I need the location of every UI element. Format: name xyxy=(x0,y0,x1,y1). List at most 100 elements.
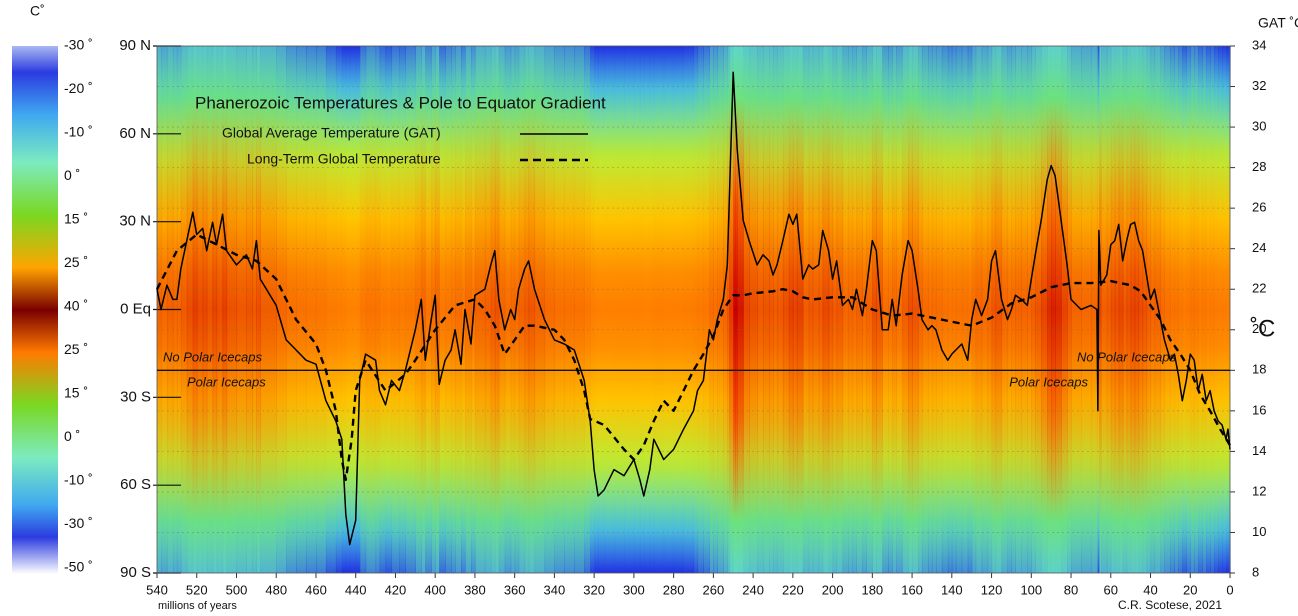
x-tick-label: 80 xyxy=(1064,582,1078,597)
heat-column-cold xyxy=(490,46,496,573)
annotation: No Polar Icecaps xyxy=(1077,350,1176,365)
heat-column-cold xyxy=(792,46,798,573)
heat-column-cold xyxy=(763,46,770,573)
heat-column-cold xyxy=(941,46,949,573)
y2-tick-label: 26 xyxy=(1252,200,1266,215)
heat-column-cold xyxy=(1186,46,1191,573)
heat-column-cold xyxy=(375,46,381,573)
heat-column-cold xyxy=(633,46,641,573)
heat-column-cold xyxy=(981,46,989,573)
heat-column-cold xyxy=(1138,46,1144,573)
x-tick-label: 480 xyxy=(265,582,287,597)
heat-column-cold xyxy=(663,46,675,573)
heat-column-cold xyxy=(186,46,194,573)
heat-column-cold xyxy=(614,46,625,573)
series-line xyxy=(156,71,1231,546)
heat-column-cold xyxy=(445,46,452,573)
heat-column-cold xyxy=(1071,46,1082,573)
annotation: Polar Icecaps xyxy=(1009,375,1088,390)
heat-column-cold xyxy=(931,46,937,573)
heat-column-cold xyxy=(737,46,744,573)
heat-column-cold xyxy=(455,46,462,573)
y-tick-label: 90 S xyxy=(120,564,151,581)
heat-column-cold xyxy=(256,46,261,573)
heat-column-cold xyxy=(528,46,536,573)
heat-column-cold xyxy=(325,46,337,573)
heat-column-cold xyxy=(1051,46,1056,573)
heat-column-cold xyxy=(882,46,889,573)
heat-column-cold xyxy=(252,46,257,573)
heat-column-cold xyxy=(1106,46,1112,573)
x-tick-label: 180 xyxy=(861,582,883,597)
heat-column-cold xyxy=(349,46,357,573)
x-tick-label: 0 xyxy=(1226,582,1233,597)
heat-column-cold xyxy=(1202,46,1207,573)
x-tick-label: 440 xyxy=(345,582,367,597)
heat-column-cold xyxy=(1134,46,1140,573)
heat-column-cold xyxy=(836,46,844,573)
heat-column-cold xyxy=(955,46,963,573)
heat-column-cold xyxy=(604,46,615,573)
heat-column-cold xyxy=(1142,46,1148,573)
heat-column-cold xyxy=(494,46,500,573)
heat-column-cold xyxy=(922,46,929,573)
heat-column-cold xyxy=(1027,46,1032,573)
heat-column-cold xyxy=(649,46,655,573)
heat-column-cold xyxy=(474,46,486,573)
heat-column-cold xyxy=(1080,46,1092,573)
x-tick-label: 300 xyxy=(623,582,645,597)
heat-column-cold xyxy=(727,46,730,573)
y2-axis-label: GAT ˚C xyxy=(1258,15,1298,31)
heat-column-cold xyxy=(643,46,651,573)
heat-column-cold xyxy=(1100,46,1108,573)
heat-column-cold xyxy=(196,46,204,573)
heat-column-cold xyxy=(498,46,506,573)
x-tick-label: 420 xyxy=(385,582,407,597)
heat-column-cold xyxy=(1090,46,1098,573)
heat-column-cold xyxy=(782,46,790,573)
heat-column-cold xyxy=(693,46,699,573)
heat-column-cold xyxy=(866,46,873,573)
y2-tick-label: 8 xyxy=(1252,564,1259,579)
heat-column-warm xyxy=(735,46,738,573)
heat-column-cold xyxy=(808,46,814,573)
heat-column-cold xyxy=(1130,46,1136,573)
x-tick-label: 380 xyxy=(464,582,486,597)
y2-tick-label: 16 xyxy=(1252,402,1266,417)
heat-column-cold xyxy=(484,46,492,573)
x-tick-label: 40 xyxy=(1143,582,1157,597)
heat-column-cold xyxy=(1122,46,1128,573)
heat-column-cold xyxy=(828,46,834,573)
heat-column-cold xyxy=(564,46,575,573)
heat-column-cold xyxy=(1007,46,1013,573)
colorbar-label: 25 ˚ xyxy=(64,341,88,357)
heat-column-cold xyxy=(852,46,858,573)
foreground: 8 10 12 14 16 18 20 22 24 26 28 30 32 34 GAT ˚C 90 N 60 … xyxy=(30,3,1298,612)
heat-column-cold xyxy=(598,46,605,573)
x-tick-label: 200 xyxy=(822,582,844,597)
heat-column-cold xyxy=(1110,46,1116,573)
y-tick-label: 60 S xyxy=(120,476,151,493)
heat-column-cold xyxy=(908,46,913,573)
x-tick-label: 160 xyxy=(901,582,923,597)
heat-column-cold xyxy=(856,46,863,573)
y2-tick-label: 28 xyxy=(1252,159,1266,174)
heat-column-warm xyxy=(1055,46,1062,573)
y-tick-label: 90 N xyxy=(119,37,151,54)
heat-column-cold xyxy=(1210,46,1215,573)
heat-column-cold xyxy=(379,46,387,573)
heat-column-cold xyxy=(192,46,198,573)
y-tick-label: 60 N xyxy=(119,125,151,142)
heat-column-cold xyxy=(296,46,307,573)
heat-column-cold xyxy=(518,46,526,573)
x-tick-label: 60 xyxy=(1104,582,1118,597)
heat-column-cold xyxy=(1098,46,1102,573)
heat-column-cold xyxy=(1228,46,1231,573)
heat-column-cold xyxy=(1164,46,1171,573)
heat-column-cold xyxy=(673,46,685,573)
heat-column-cold xyxy=(439,46,446,573)
x-axis-label: millions of years xyxy=(158,600,237,612)
heat-column-cold xyxy=(1206,46,1211,573)
heat-column-cold xyxy=(216,46,224,573)
heat-column-cold xyxy=(832,46,838,573)
